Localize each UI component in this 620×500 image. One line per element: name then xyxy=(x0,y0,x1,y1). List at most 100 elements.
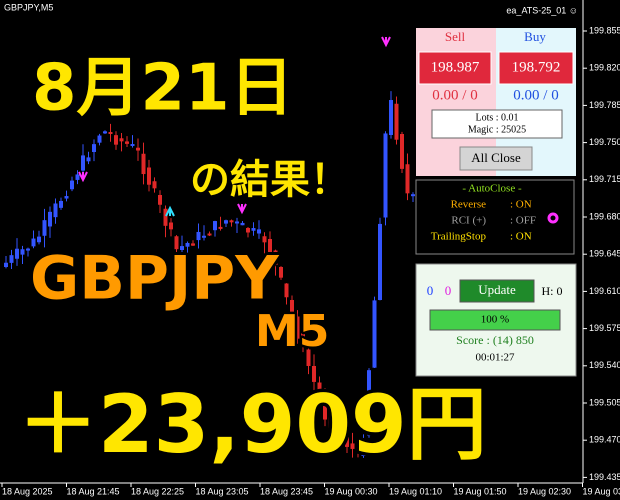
price-label: 199.715 xyxy=(589,174,620,184)
timer: 00:01:27 xyxy=(475,352,515,364)
candle xyxy=(114,135,118,145)
autoclose-name: RCI (+) xyxy=(451,215,486,227)
autoclose-value: : ON xyxy=(510,231,532,243)
overlay-profit: ＋23,909円 xyxy=(18,378,487,471)
candle xyxy=(273,250,278,266)
candle xyxy=(257,229,261,234)
lots: Lots : 0.01 xyxy=(475,112,518,123)
sell-price: 198.987 xyxy=(431,59,480,75)
all-close-label: All Close xyxy=(471,150,521,165)
candle xyxy=(86,157,91,162)
candle xyxy=(48,211,52,227)
sell-arrow xyxy=(78,171,88,183)
update-button[interactable] xyxy=(459,279,535,303)
buy-label: Buy xyxy=(524,29,546,44)
candles xyxy=(4,91,415,458)
candle xyxy=(339,430,344,438)
candle xyxy=(4,262,8,267)
score: Score : (14) 850 xyxy=(456,333,534,347)
candle xyxy=(268,239,272,254)
candle xyxy=(81,155,85,171)
magic: Magic : 25025 xyxy=(468,124,526,135)
candle xyxy=(59,200,63,208)
autoclose-rows: Reverse: ON RCI (+): OFF TrailingStop: ON xyxy=(431,199,536,243)
candle xyxy=(213,221,217,231)
overlay-result: の結果！ xyxy=(190,157,350,203)
candle xyxy=(37,236,41,243)
candle xyxy=(224,220,228,224)
time-axis: 18 Aug 2025 18 Aug 21:45 18 Aug 22:25 18 Au… xyxy=(1,483,620,496)
status-dot xyxy=(547,212,559,224)
autoclose-value: : ON xyxy=(510,199,532,211)
candle xyxy=(42,220,47,236)
autoclose-name: Reverse xyxy=(451,199,487,211)
candle xyxy=(312,366,316,382)
candle xyxy=(240,222,245,226)
candle xyxy=(334,424,338,431)
time-label: 18 Aug 23:45 xyxy=(260,486,313,496)
all-close-button[interactable] xyxy=(459,146,533,171)
candle xyxy=(185,242,190,247)
buy-pl: 0.00 / 0 xyxy=(513,87,558,103)
candle xyxy=(295,316,300,339)
candle xyxy=(207,233,212,236)
overlay-pair: GBPJPY xyxy=(30,244,280,314)
candle xyxy=(411,194,415,197)
candle xyxy=(64,196,69,199)
candle xyxy=(20,249,25,255)
price-label: 199.645 xyxy=(589,249,620,259)
time-label: 18 Aug 2025 xyxy=(2,486,53,496)
candle xyxy=(108,132,113,134)
candle xyxy=(202,235,206,238)
candle xyxy=(345,437,349,447)
price-label: 199.575 xyxy=(589,323,620,333)
sell-arrow xyxy=(237,203,247,215)
candle xyxy=(75,174,80,180)
candle xyxy=(70,180,74,190)
hold: H: 0 xyxy=(542,284,563,298)
candle xyxy=(9,255,14,263)
buy-button[interactable] xyxy=(498,51,574,85)
price-label: 199.435 xyxy=(589,472,620,482)
candle xyxy=(251,228,256,231)
lots-box xyxy=(431,109,563,139)
price-label: 199.470 xyxy=(589,435,620,445)
candle xyxy=(158,195,162,205)
sell-pl: 0.00 / 0 xyxy=(432,87,477,103)
update-label: Update xyxy=(478,282,516,297)
candle xyxy=(323,399,327,420)
price-label: 199.680 xyxy=(589,211,620,221)
candle xyxy=(147,167,151,185)
overlay-date: 8月21日 xyxy=(32,52,294,126)
candle xyxy=(103,131,107,134)
price-label: 199.855 xyxy=(589,25,620,35)
autoclose-name: TrailingStop xyxy=(431,231,487,243)
candle xyxy=(229,220,234,223)
candle xyxy=(26,248,30,251)
candle xyxy=(405,164,410,194)
candle xyxy=(174,236,179,250)
price-label: 199.505 xyxy=(589,397,620,407)
progress: 100 % xyxy=(481,314,509,326)
candle xyxy=(53,203,58,218)
candle xyxy=(246,228,250,233)
time-label: 18 Aug 22:25 xyxy=(131,486,184,496)
time-label: 19 Aug 00:30 xyxy=(325,486,378,496)
candle xyxy=(306,349,311,366)
price-label: 199.820 xyxy=(589,63,620,73)
candle xyxy=(317,382,322,398)
candle xyxy=(163,208,168,226)
candle xyxy=(290,300,294,316)
sell-arrow xyxy=(381,36,391,48)
buy-price: 198.792 xyxy=(512,59,561,75)
sell-button[interactable] xyxy=(418,51,492,85)
candle xyxy=(389,100,393,135)
overlay-timeframe: M5 xyxy=(255,306,329,357)
count-b: 0 xyxy=(445,283,452,298)
candle xyxy=(125,141,129,144)
candle xyxy=(400,134,404,169)
ea-name: ea_ATS-25_01 ☺ xyxy=(506,5,578,15)
candle xyxy=(169,222,173,230)
candle xyxy=(141,153,146,175)
price-axis: 199.855 199.820 199.785 199.750 199.715 199.6… xyxy=(583,25,620,482)
